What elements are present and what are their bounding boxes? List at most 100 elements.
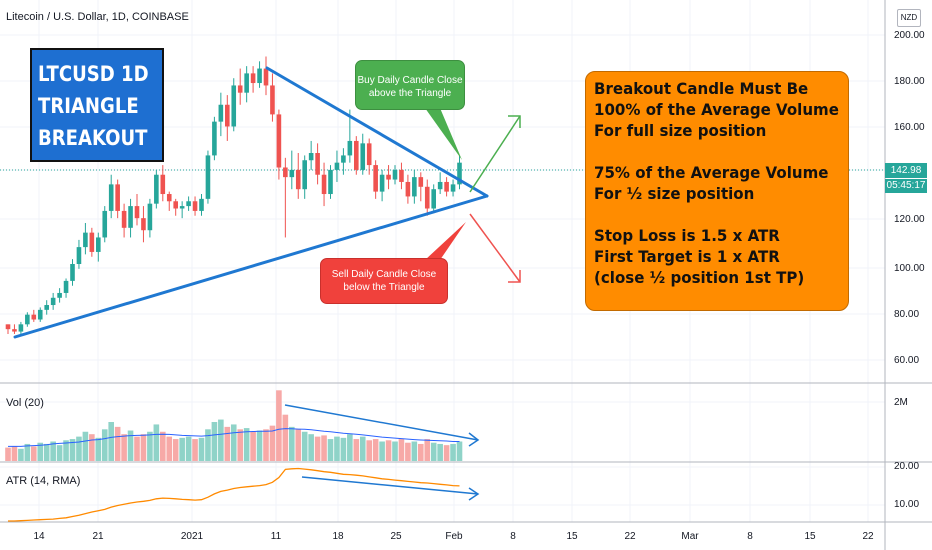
candle[interactable]	[173, 201, 178, 209]
volume-bar[interactable]	[24, 443, 31, 461]
candle[interactable]	[225, 104, 230, 127]
candle[interactable]	[108, 184, 114, 211]
candle[interactable]	[166, 194, 172, 202]
volume-bar[interactable]	[372, 439, 379, 461]
volume-bar[interactable]	[263, 429, 269, 461]
atr-trend-arrow[interactable]	[301, 476, 480, 501]
candle[interactable]	[199, 198, 204, 211]
volume-bar[interactable]	[353, 439, 360, 461]
candle[interactable]	[102, 210, 108, 238]
volume-bar[interactable]	[314, 436, 321, 461]
candle[interactable]	[283, 167, 288, 178]
candle[interactable]	[89, 232, 95, 252]
candle[interactable]	[128, 206, 133, 228]
candle[interactable]	[147, 203, 153, 231]
triangle-upper-line[interactable]	[265, 66, 489, 198]
volume-bar[interactable]	[243, 428, 250, 461]
volume-bar[interactable]	[166, 436, 173, 461]
candle[interactable]	[134, 206, 140, 219]
volume-bar[interactable]	[95, 437, 102, 461]
volume-bar[interactable]	[114, 426, 121, 461]
volume-bar[interactable]	[392, 441, 398, 462]
candle[interactable]	[231, 85, 237, 127]
volume-bar[interactable]	[108, 422, 114, 461]
volume-bar[interactable]	[250, 431, 256, 461]
volume-bar[interactable]	[366, 440, 372, 461]
breakout-down-arrow[interactable]	[469, 213, 521, 283]
candle[interactable]	[83, 232, 88, 248]
volume-bar[interactable]	[37, 442, 44, 461]
candle[interactable]	[244, 73, 249, 93]
candle[interactable]	[412, 177, 417, 197]
candle[interactable]	[270, 85, 275, 115]
volume-bar[interactable]	[69, 439, 76, 461]
volume-bar[interactable]	[405, 442, 411, 461]
volume-bar[interactable]	[76, 436, 82, 461]
volume-bar[interactable]	[89, 434, 95, 461]
rules-box[interactable]: Breakout Candle Must Be 100% of the Aver…	[585, 71, 849, 311]
volume-bar[interactable]	[153, 424, 160, 461]
volume-bar[interactable]	[411, 441, 418, 462]
candle[interactable]	[141, 218, 146, 231]
candle[interactable]	[341, 155, 346, 163]
volume-bar[interactable]	[31, 446, 37, 461]
volume-bar[interactable]	[347, 434, 353, 461]
title-box[interactable]: LTCUSD 1D TRIANGLE BREAKOUT	[30, 48, 164, 162]
candle[interactable]	[424, 186, 430, 209]
candle[interactable]	[121, 210, 127, 228]
candle[interactable]	[18, 324, 24, 332]
candle[interactable]	[186, 201, 191, 207]
candle[interactable]	[76, 247, 82, 265]
volume-bar[interactable]	[256, 430, 263, 461]
candle[interactable]	[57, 292, 62, 298]
candle[interactable]	[315, 153, 320, 175]
volume-bar[interactable]	[385, 440, 392, 461]
candle[interactable]	[70, 264, 75, 281]
volume-bar[interactable]	[450, 443, 456, 461]
volume-bar[interactable]	[230, 424, 237, 461]
candle[interactable]	[31, 314, 37, 320]
volume-bar[interactable]	[308, 434, 314, 461]
candle[interactable]	[179, 206, 185, 209]
volume-bar[interactable]	[160, 431, 166, 461]
candle[interactable]	[437, 181, 443, 190]
volume-bar[interactable]	[289, 426, 295, 461]
candle[interactable]	[289, 169, 295, 178]
candle[interactable]	[44, 305, 49, 310]
candle[interactable]	[321, 174, 327, 195]
volume-pane-label[interactable]: Vol (20)	[6, 397, 44, 409]
candle[interactable]	[308, 153, 314, 161]
volume-bar[interactable]	[456, 441, 463, 462]
volume-bar[interactable]	[5, 447, 11, 461]
candle[interactable]	[37, 309, 43, 320]
volume-bar[interactable]	[43, 443, 50, 461]
volume-bar[interactable]	[134, 436, 140, 461]
candle[interactable]	[444, 181, 449, 192]
volume-bar[interactable]	[192, 439, 198, 461]
candle[interactable]	[347, 140, 353, 156]
candle[interactable]	[154, 174, 159, 204]
triangle-drawing[interactable]	[13, 66, 489, 339]
volume-bar[interactable]	[237, 429, 243, 461]
symbol-title[interactable]: Litecoin / U.S. Dollar, 1D, COINBASE	[6, 11, 189, 23]
volume-bar[interactable]	[50, 441, 56, 462]
candle[interactable]	[50, 297, 56, 306]
volume-bar[interactable]	[172, 439, 179, 461]
volume-bar[interactable]	[218, 419, 224, 461]
volume-bar[interactable]	[430, 442, 437, 461]
volume-bar[interactable]	[82, 431, 89, 461]
triangle-lower-line[interactable]	[13, 194, 489, 339]
breakout-up-arrow[interactable]	[469, 115, 521, 193]
volume-bar[interactable]	[340, 437, 347, 461]
volume-bar[interactable]	[56, 445, 63, 461]
candle[interactable]	[418, 177, 424, 187]
volume-bar[interactable]	[437, 443, 443, 461]
volume-trend-arrow[interactable]	[284, 404, 480, 447]
candle[interactable]	[450, 184, 456, 192]
volume-bar[interactable]	[18, 448, 24, 461]
volume-bar[interactable]	[179, 437, 185, 461]
volume-bar[interactable]	[121, 434, 127, 461]
candle[interactable]	[379, 174, 385, 192]
volume-bar[interactable]	[147, 431, 153, 461]
volume-bar[interactable]	[334, 436, 340, 461]
